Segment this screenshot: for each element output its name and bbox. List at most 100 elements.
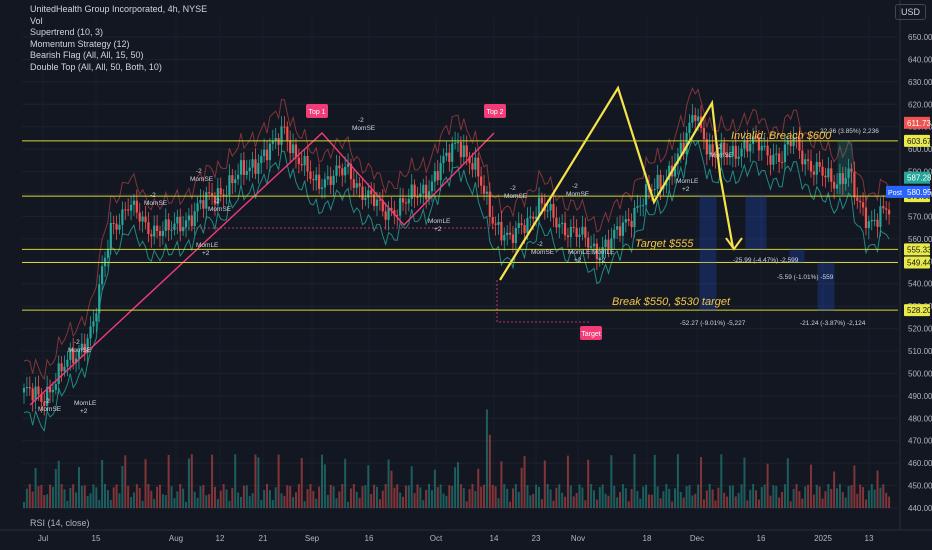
indicator-bearish-flag[interactable]: Bearish Flag (All, All, 15, 50) [30,50,144,60]
candle-body [827,168,830,178]
volume-bar [598,487,601,508]
candle-body [95,313,98,322]
candle-body [352,179,355,188]
indicator-supertrend[interactable]: Supertrend (10, 3) [30,27,104,37]
volume-bar [859,484,862,508]
volume-bar [627,501,630,508]
candle-body [532,216,535,219]
volume-bar [170,486,173,508]
signal-label: MomSE [144,200,168,207]
volume-bar [75,492,78,508]
candle-body [297,157,300,165]
signal-label: MomSE [38,406,62,413]
volume-bar [115,484,118,508]
candle-body [511,234,515,244]
y-tick-label: 570.00 [908,212,932,221]
measurement-label: -52.27 (-9.01%) -5,227 [680,320,746,327]
level-badge [904,243,930,256]
candle-body [54,384,57,390]
volume-bar [260,500,263,508]
indicator-vol[interactable]: Vol [30,15,43,26]
candle-body [864,207,868,229]
candle-body [723,142,726,154]
volume-bar [665,484,668,508]
volume-bar [671,501,674,508]
measurement-label: -25.99 (-4.47%) -2,599 [733,257,799,264]
candle-body [459,142,462,158]
indicator-double-top[interactable]: Double Top (All, All, 50, Both, 10) [30,61,162,72]
y-tick-label: 620.00 [908,100,932,109]
volume-bar [318,486,321,508]
candle-body [613,229,616,239]
candle-body [595,243,598,259]
volume-bar [306,489,309,508]
volume-bar [870,484,873,508]
candle-body [184,220,188,228]
candle-body [462,145,465,158]
candle-body [850,168,853,173]
volume-bar [775,485,778,508]
candle-body [694,115,697,121]
rsi-label[interactable]: RSI (14, close) [30,518,90,528]
volume-bar [462,488,465,508]
candle-body [474,157,477,170]
candle-body [561,222,564,225]
candle-body [248,167,251,172]
volume-bar [885,492,888,508]
candle-body [783,144,787,163]
measure-box [789,248,805,263]
volume-bar [517,491,520,508]
volume-bar [422,500,425,508]
volume-bar [23,502,25,508]
volume-bar [373,484,376,508]
candle-body [51,389,55,393]
volume-bar [841,491,844,508]
volume-bar [315,498,318,508]
candle-body [451,143,454,162]
symbol-title[interactable]: UnitedHealth Group Incorporated, 4h, NYS… [30,4,208,14]
pattern-tag-label: Top 1 [308,109,325,116]
signal-count: -2 [572,183,578,190]
candle-body [456,142,460,144]
candle-body [537,197,541,217]
candle-body [280,126,283,145]
candle-body [60,363,63,372]
volume-bar [705,490,708,508]
volume-bar [430,490,433,508]
candle-body [668,165,671,180]
candle-body [129,204,133,211]
volume-bar [552,500,555,508]
volume-bar [494,486,497,508]
currency-button[interactable]: USD [894,4,926,20]
candle-body [213,196,217,205]
signal-label: MomSE [68,347,92,354]
candle-body [210,192,214,197]
candle-body [219,188,222,195]
volume-bar [457,462,459,508]
volume-bar [821,498,824,508]
measurement-label: -21.24 (-3.87%) -2,124 [800,320,866,327]
volume-bar [89,493,92,508]
candle-body [48,386,52,393]
candle-body [633,207,636,228]
volume-bar [653,454,656,508]
pattern-tag [306,104,328,118]
candle-body [772,154,775,165]
volume-bar [485,409,488,508]
candle-body [529,216,532,218]
candle-body [682,142,685,154]
signal-label: MomLE [428,218,451,225]
volume-bar [289,485,292,508]
candle-body [636,206,639,208]
volume-bar [216,499,219,508]
candle-body [375,199,379,206]
candle-body [780,161,784,163]
candle-body [833,181,836,189]
candle-body [410,184,413,199]
volume-bar [720,454,723,508]
volume-bar [688,485,691,508]
candle-body [190,215,193,227]
indicator-momentum[interactable]: Momentum Strategy (12) [30,38,130,49]
volume-bar [352,484,355,508]
